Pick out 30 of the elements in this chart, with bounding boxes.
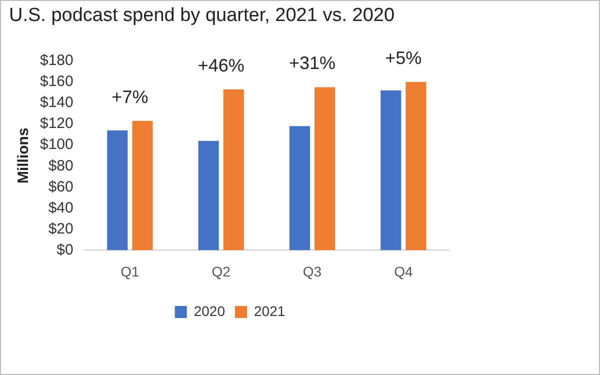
x-tick-label: Q3 — [302, 263, 322, 280]
bar — [223, 89, 244, 250]
y-tick-label: $80 — [48, 157, 74, 174]
legend-label: 2020 — [194, 302, 226, 319]
bar — [406, 82, 426, 250]
annotation: +7% — [112, 86, 148, 107]
y-tick-label: $140 — [40, 94, 74, 112]
bar — [107, 130, 128, 250]
chart-title: U.S. podcast spend by quarter, 2021 vs. 2020 — [9, 5, 395, 27]
annotation: +5% — [385, 48, 422, 68]
y-tick-label: $100 — [40, 136, 74, 154]
y-axis-title: Millions — [15, 128, 32, 184]
annotation: +31% — [288, 53, 336, 74]
x-tick-label: Q2 — [212, 263, 231, 280]
y-tick-label: $120 — [40, 115, 74, 132]
y-tick-label: $180 — [40, 52, 74, 70]
y-tick-label: $40 — [48, 199, 74, 216]
y-tick-label: $60 — [48, 178, 74, 196]
legend-label: 2021 — [254, 302, 286, 319]
x-tick-label: Q1 — [120, 263, 140, 280]
x-tick-label: Q4 — [394, 263, 413, 280]
bar — [198, 140, 219, 250]
bar — [380, 90, 402, 250]
y-tick-label: $20 — [48, 220, 74, 238]
annotation: +46% — [198, 55, 244, 76]
bar — [289, 126, 310, 250]
bar — [132, 120, 153, 250]
bar — [314, 87, 336, 250]
y-tick-label: $0 — [56, 241, 74, 258]
y-tick-label: $160 — [40, 73, 74, 90]
